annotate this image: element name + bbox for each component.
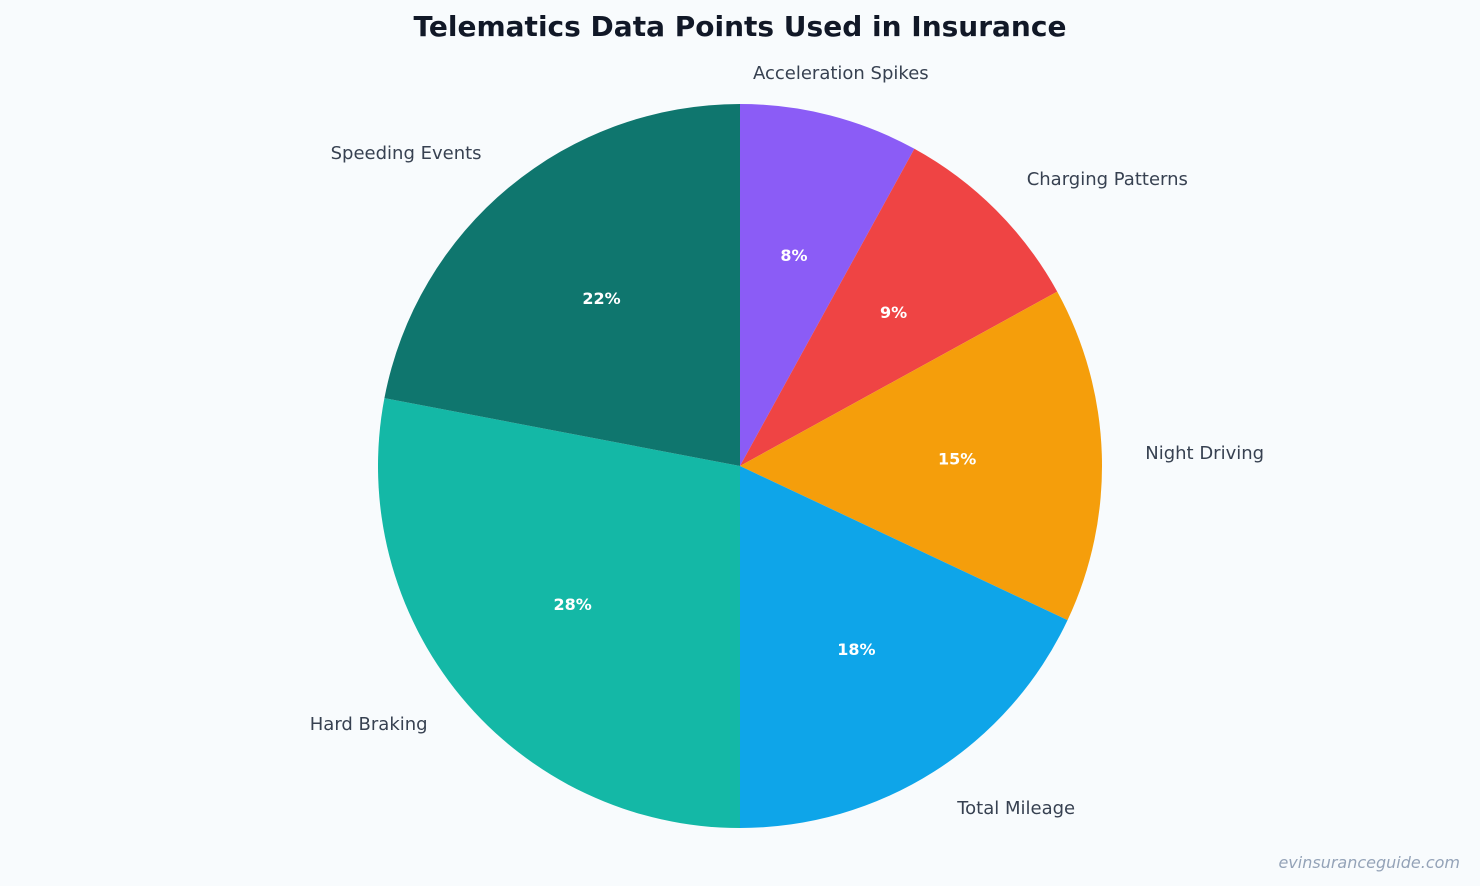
pie-slice-label-hard-braking: Hard Braking <box>310 714 428 735</box>
pie-slice-hard-braking <box>377 398 740 828</box>
pie-slice-percent-charging-patterns: 9% <box>880 303 907 322</box>
pie-slice-speeding-events <box>384 104 740 466</box>
pie-slice-label-charging-patterns: Charging Patterns <box>1027 169 1188 190</box>
pie-slice-percent-total-mileage: 18% <box>837 640 875 659</box>
pie-slice-label-night-driving: Night Driving <box>1145 443 1264 464</box>
pie-slice-percent-hard-braking: 28% <box>553 595 591 614</box>
chart-title: Telematics Data Points Used in Insurance <box>413 10 1067 43</box>
pie-slice-label-acceleration-spikes: Acceleration Spikes <box>753 63 929 84</box>
pie-slice-percent-night-driving: 15% <box>938 450 976 469</box>
pie-slice-percent-acceleration-spikes: 8% <box>780 246 807 265</box>
pie-slice-night-driving <box>740 291 1103 621</box>
pie-slice-total-mileage <box>740 466 1068 828</box>
pie-slice-label-speeding-events: Speeding Events <box>331 143 482 164</box>
pie-slice-percent-speeding-events: 22% <box>582 289 620 308</box>
watermark: evinsuranceguide.com <box>1278 853 1460 872</box>
pie-slice-acceleration-spikes <box>740 104 915 466</box>
pie-slice-label-total-mileage: Total Mileage <box>956 798 1075 819</box>
pie-slice-charging-patterns <box>740 148 1058 466</box>
